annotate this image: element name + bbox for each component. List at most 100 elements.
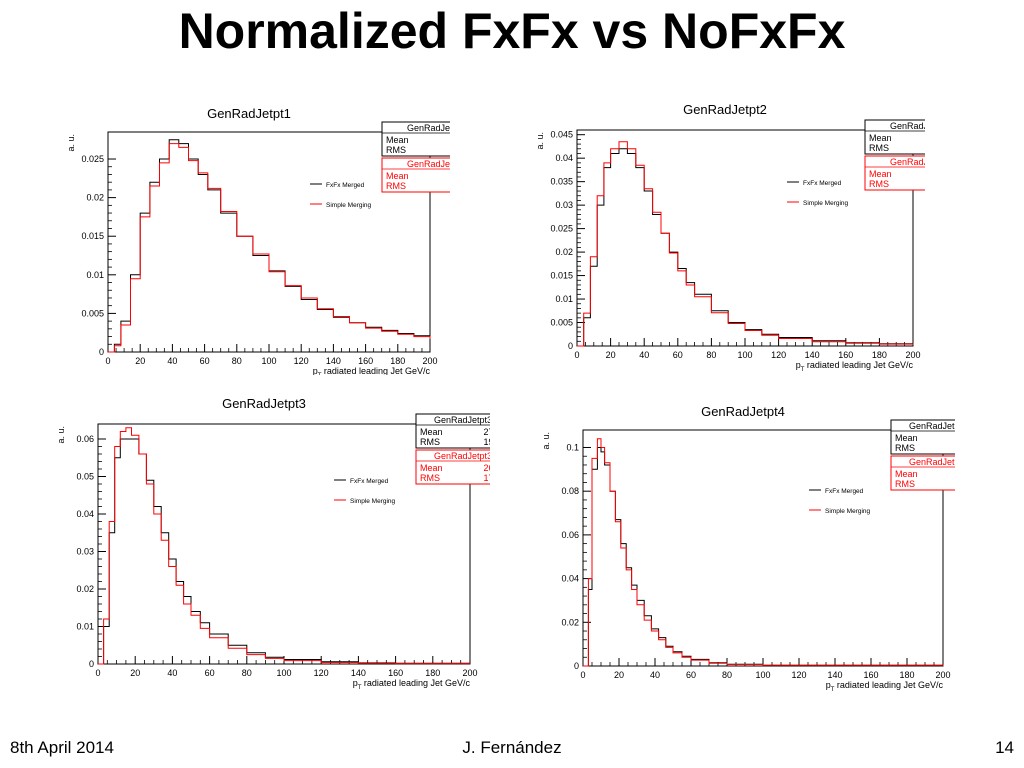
legend-frame [785, 172, 857, 212]
stats-box-simple: GenRadJetpt4Mean18.39RMS12.55 [890, 455, 955, 491]
x-axis-label-sub: T [801, 367, 805, 373]
stats-rms-label: RMS [386, 181, 406, 191]
x-tick-label: 40 [167, 668, 177, 678]
legend-label-fxfx: FxFx Merged [825, 488, 864, 495]
y-tick-label: 0.06 [561, 530, 579, 540]
y-tick-label: 0.01 [86, 270, 104, 280]
x-tick-label: 180 [872, 350, 887, 360]
legend-frame [332, 470, 404, 510]
stats-mean-label: Mean [895, 469, 918, 479]
series-fxfx-merged [98, 438, 471, 665]
x-tick-label: 160 [863, 670, 878, 680]
legend: FxFx Merged Simple Merging [308, 174, 380, 214]
y-tick-label: 0.1 [566, 442, 579, 452]
series-fxfx-merged [577, 148, 914, 347]
x-axis-label-p: p [353, 678, 358, 688]
stats-rms-label: RMS [420, 473, 440, 483]
y-axis-label: a. u. [56, 426, 66, 444]
y-tick-label: 0.08 [561, 486, 579, 496]
stats-box-frame [890, 419, 955, 455]
x-tick-label: 160 [838, 350, 853, 360]
y-tick-label: 0.035 [550, 177, 573, 187]
legend-label-simple: Simple Merging [326, 202, 372, 209]
stats-box-simple: GenRadJetpt2Mean40.68RMS26.51 [864, 155, 925, 191]
stats-name: GenRadJetpt3 [434, 451, 490, 461]
x-tick-label: 180 [390, 356, 405, 366]
x-tick-label: 80 [722, 670, 732, 680]
legend: FxFx Merged Simple Merging [807, 480, 879, 520]
chart-genradjetpt1: GenRadJetpt1 0 0.005 0.01 0.015 0.02 0.025 0 20 4… [66, 106, 450, 375]
y-tick-label: 0.015 [550, 271, 573, 281]
y-tick-label: 0.015 [81, 231, 104, 241]
stats-box-fxfx: GenRadJetpt2Mean41.52RMS27.91 [864, 119, 925, 155]
stats-mean-label: Mean [869, 169, 892, 179]
stats-name: GenRadJetpt2 [890, 121, 925, 131]
x-tick-label: 200 [905, 350, 920, 360]
stats-name: GenRadJetpt1 [407, 159, 450, 169]
stats-box-frame [381, 157, 450, 193]
y-tick-label: 0 [574, 661, 579, 671]
stats-name: GenRadJetpt4 [909, 421, 955, 431]
stats-box-fxfx: GenRadJetpt1Mean68.09RMS38.7 [381, 121, 450, 157]
stats-mean-label: Mean [420, 427, 443, 437]
x-axis-label-sub: T [358, 685, 362, 691]
x-tick-label: 200 [422, 356, 437, 366]
y-tick-label: 0.02 [555, 247, 573, 257]
chart-title: GenRadJetpt2 [683, 102, 767, 117]
x-tick-label: 0 [105, 356, 110, 366]
x-tick-label: 60 [673, 350, 683, 360]
y-tick-label: 0.04 [561, 574, 579, 584]
x-tick-label: 80 [242, 668, 252, 678]
x-tick-label: 60 [200, 356, 210, 366]
legend-label-simple: Simple Merging [350, 498, 396, 505]
chart-title: GenRadJetpt4 [701, 404, 785, 419]
chart-title: GenRadJetpt1 [207, 106, 291, 121]
y-tick-label: 0.025 [81, 154, 104, 164]
stats-rms-label: RMS [386, 145, 406, 155]
series-simple-merging [583, 438, 944, 667]
stats-mean-label: Mean [386, 135, 409, 145]
y-tick-label: 0.02 [561, 617, 579, 627]
stats-mean-label: Mean [895, 433, 918, 443]
stats-box-frame [890, 455, 955, 491]
y-tick-label: 0 [99, 347, 104, 357]
x-tick-label: 120 [791, 670, 806, 680]
x-axis-label: pT radiated leading Jet GeV/c [826, 680, 944, 693]
x-axis-label-sub: T [831, 687, 835, 693]
y-tick-label: 0.04 [555, 153, 573, 163]
stats-mean-label: Mean [869, 133, 892, 143]
x-tick-label: 140 [326, 356, 341, 366]
x-tick-label: 40 [167, 356, 177, 366]
stats-rms-value: 19.33 [483, 437, 490, 447]
x-axis-label-sub: T [318, 373, 322, 375]
legend: FxFx Merged Simple Merging [332, 470, 404, 510]
stats-box-frame [415, 413, 490, 449]
stats-rms-label: RMS [869, 179, 889, 189]
series-simple-merging [577, 141, 914, 347]
plot-frame [582, 429, 944, 667]
y-tick-label: 0.02 [76, 584, 94, 594]
stats-name: GenRadJetpt2 [890, 157, 925, 167]
footer-date: 8th April 2014 [10, 738, 114, 757]
x-tick-label: 80 [232, 356, 242, 366]
y-tick-label: 0.06 [76, 434, 94, 444]
stats-mean-value: 27.17 [483, 427, 490, 437]
x-tick-label: 0 [95, 668, 100, 678]
legend-label-simple: Simple Merging [803, 200, 849, 207]
legend-label-fxfx: FxFx Merged [326, 182, 365, 189]
stats-box-frame [864, 155, 925, 191]
legend: FxFx Merged Simple Merging [785, 172, 857, 212]
x-axis-label: pT radiated leading Jet GeV/c [353, 678, 471, 691]
y-tick-label: 0.01 [76, 622, 94, 632]
stats-name: GenRadJetpt4 [909, 457, 955, 467]
y-tick-label: 0 [89, 659, 94, 669]
plot-frame [97, 423, 471, 665]
legend-label-simple: Simple Merging [825, 508, 871, 515]
x-tick-label: 80 [706, 350, 716, 360]
legend-label-fxfx: FxFx Merged [803, 180, 842, 187]
legend-label-fxfx: FxFx Merged [350, 478, 389, 485]
stats-mean-label: Mean [386, 171, 409, 181]
stats-box-simple: GenRadJetpt1Mean68.27RMS38.65 [381, 157, 450, 193]
x-axis-label-rest: radiated leading Jet GeV/c [321, 366, 430, 375]
x-tick-label: 160 [388, 668, 403, 678]
